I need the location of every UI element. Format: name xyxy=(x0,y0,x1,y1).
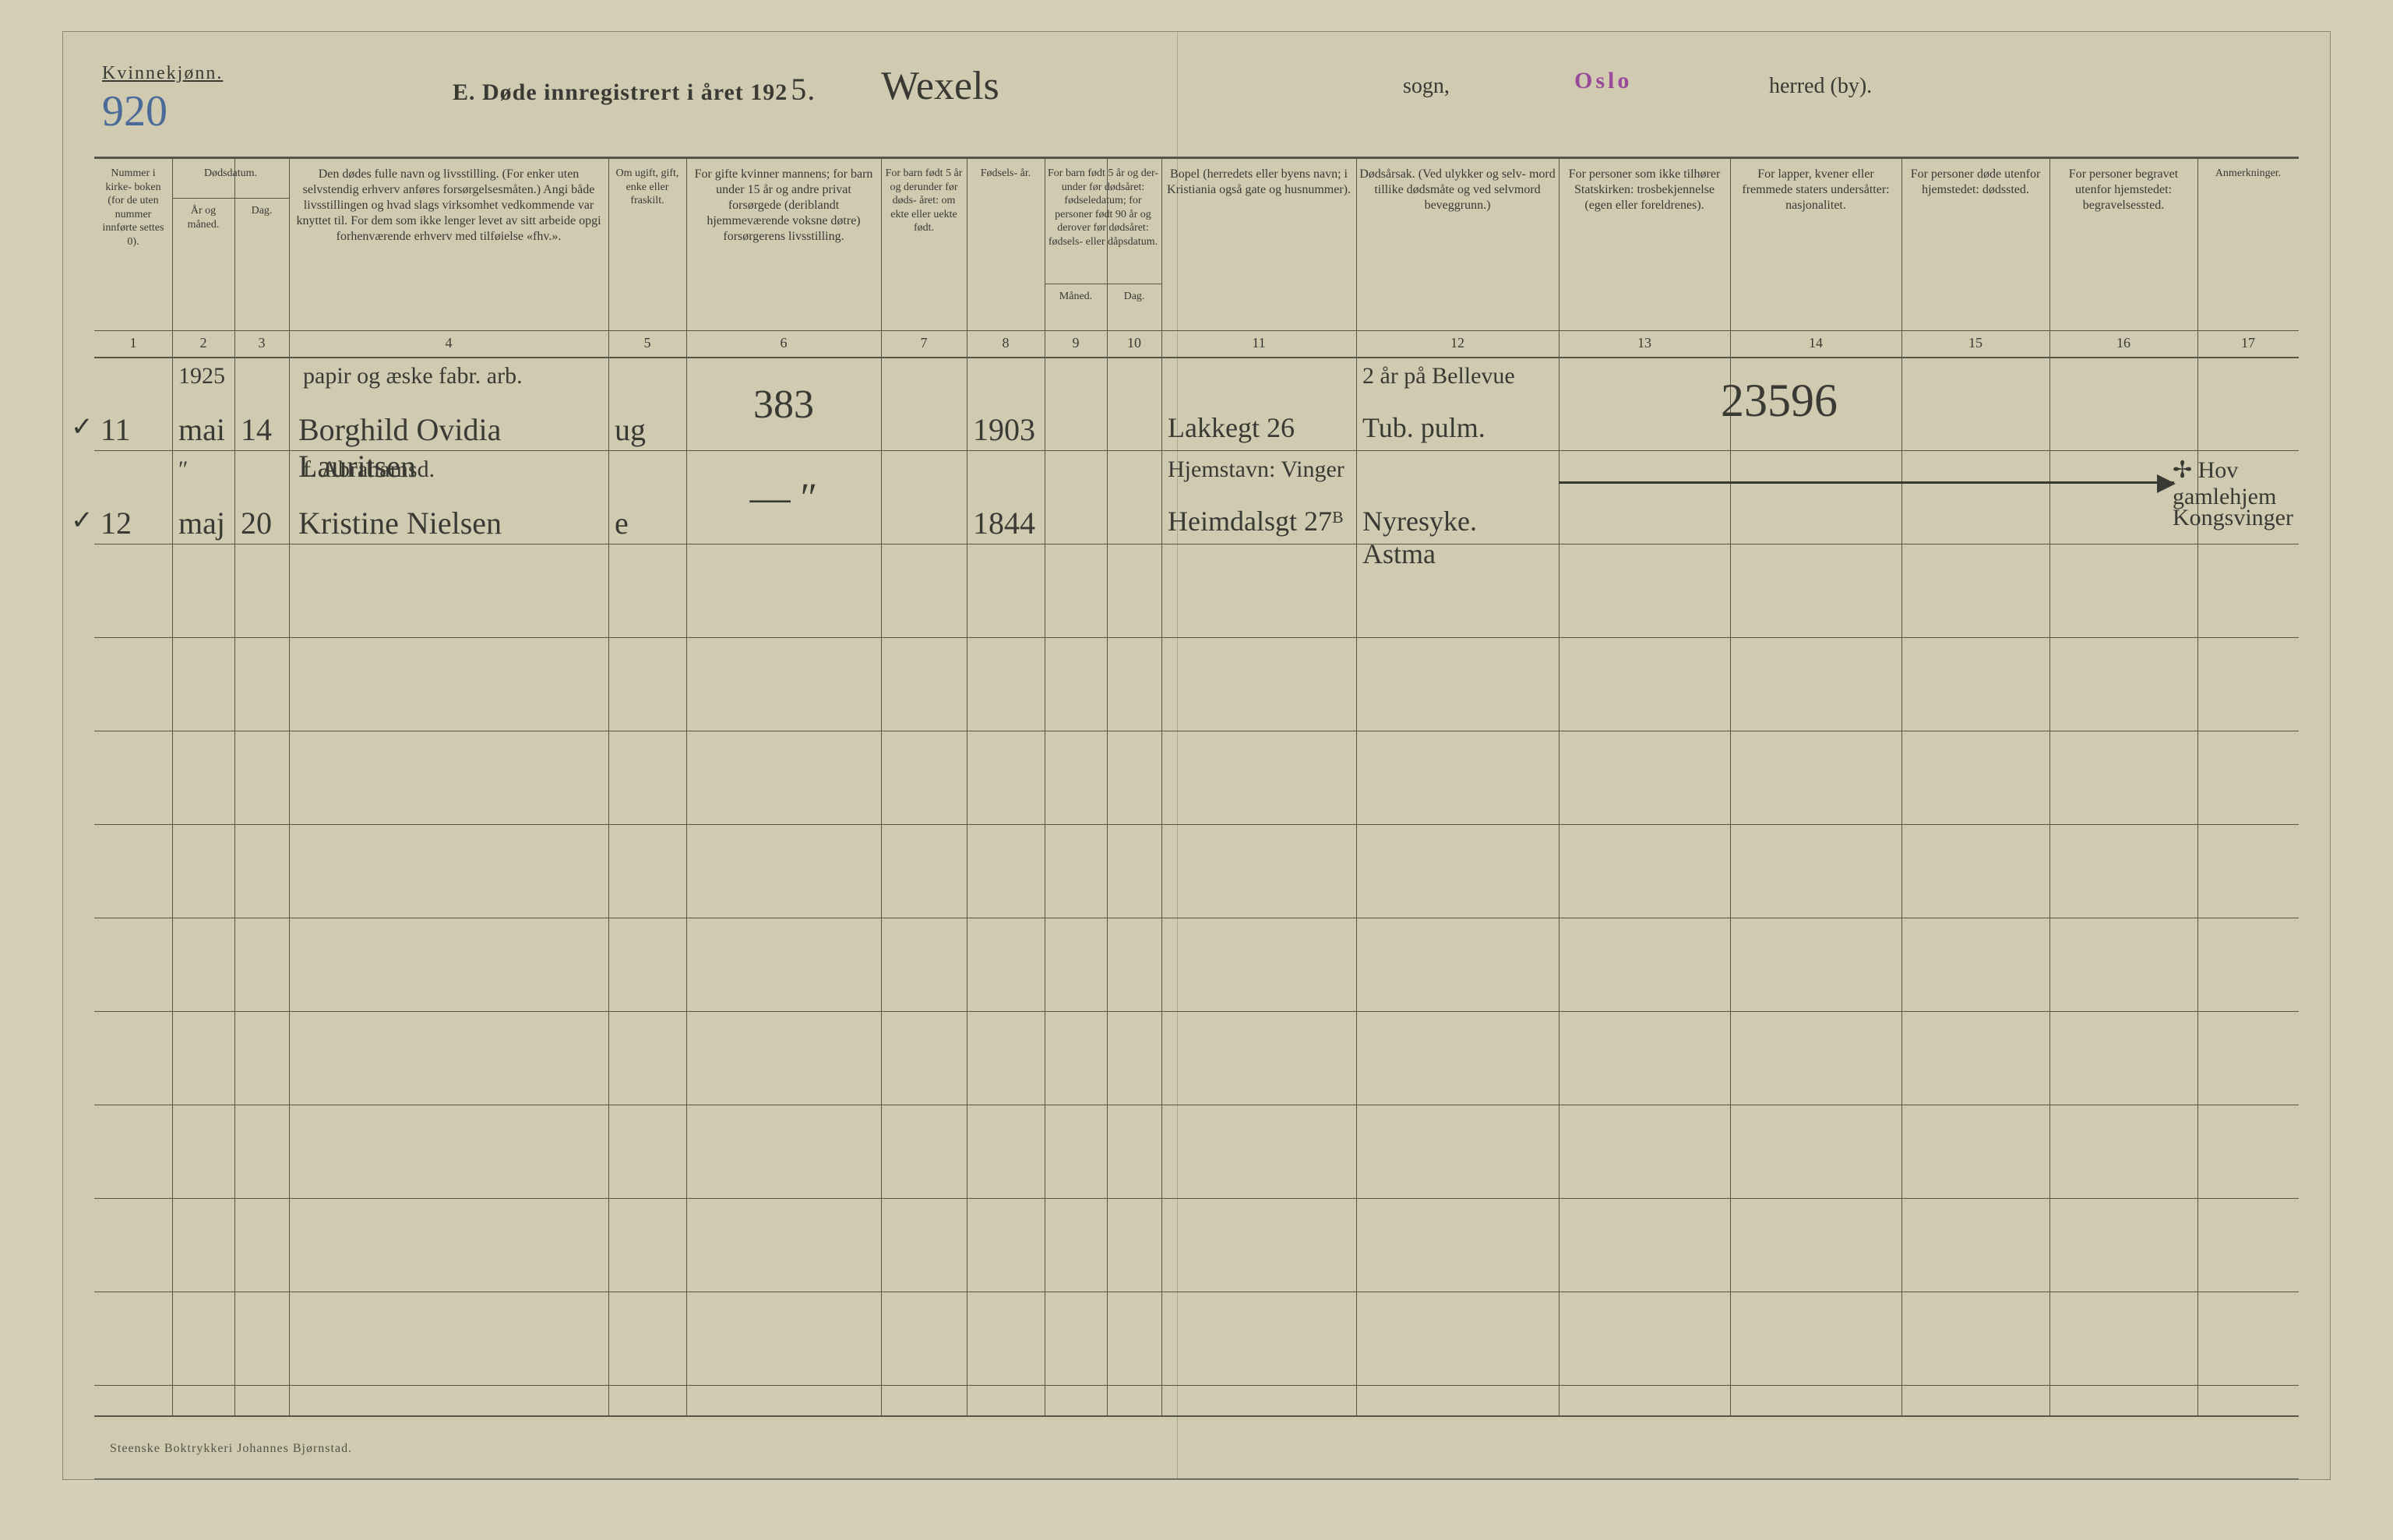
sogn-handwritten: Wexels xyxy=(881,63,999,109)
col-number: 11 xyxy=(1161,335,1356,351)
cell-c2a: mai xyxy=(172,410,234,449)
cell-c2a-top: ″ xyxy=(172,455,234,485)
cell-c4-top: papir og æske fabr. arb. xyxy=(297,361,616,391)
col-number: 1 xyxy=(94,335,172,351)
col-header: Bopel (herredets eller byens navn; i Kri… xyxy=(1161,164,1356,327)
sogn-label: sogn, xyxy=(1403,74,1450,99)
cell-c8: 1844 xyxy=(967,503,1045,543)
col-number: 8 xyxy=(967,335,1045,351)
col-number: 12 xyxy=(1356,335,1559,351)
col-header: For personer som ikke tilhører Statskirk… xyxy=(1559,164,1730,327)
col-header: Nummer i kirke- boken (for de uten numme… xyxy=(94,164,172,327)
col-number: 4 xyxy=(289,335,608,351)
row-tick: ✓ xyxy=(71,411,93,442)
cell-c11-top: Hjemstavn: Vinger xyxy=(1161,455,1356,485)
cell-c11: Lakkegt 26 xyxy=(1161,410,1356,446)
col-header: År og måned. xyxy=(172,201,234,327)
col-header: Dag. xyxy=(234,201,289,327)
row-line xyxy=(94,1011,2299,1012)
col-header: Dag. xyxy=(1107,287,1161,327)
cell-c5: e xyxy=(608,503,686,543)
herred-handwritten: Oslo xyxy=(1574,68,1632,94)
printer-footer: Steenske Boktrykkeri Johannes Bjørnstad. xyxy=(110,1442,352,1456)
col-number: 7 xyxy=(881,335,967,351)
col-number: 13 xyxy=(1559,335,1730,351)
title-main: Døde innregistrert i året 192 xyxy=(482,79,788,105)
cell-c8: 1903 xyxy=(967,410,1045,449)
col-header: Måned. xyxy=(1045,287,1107,327)
col-number: 9 xyxy=(1045,335,1107,351)
cell-c12: Tub. pulm. xyxy=(1356,410,1559,446)
page: Kvinnekjønn. 920 E. Døde innregistrert i… xyxy=(62,31,2331,1480)
cell-c4-top: f. Abrahamsd. xyxy=(297,455,616,485)
col-header: For personer begravet utenfor hjemstedet… xyxy=(2049,164,2197,327)
col-number: 15 xyxy=(1901,335,2049,351)
arrow xyxy=(1559,481,2174,484)
cell-c12-top: 2 år på Bellevue xyxy=(1356,361,1559,391)
col-header: Anmerkninger. xyxy=(2197,164,2299,327)
cell-c11: Heimdalsgt 27ᴮ xyxy=(1161,503,1356,539)
cell-c6: — ″ xyxy=(686,474,881,523)
cell-c1: 11 xyxy=(94,410,172,449)
col-header: For lapper, kvener eller fremmede stater… xyxy=(1730,164,1901,327)
col-number: 2 xyxy=(172,335,234,351)
col-number: 5 xyxy=(608,335,686,351)
cell-c1: 12 xyxy=(94,503,172,543)
col-number: 6 xyxy=(686,335,881,351)
cell-c17: Kongsvinger xyxy=(2166,503,2322,533)
register-table: Dødsdatum. For barn født 5 år og der- und… xyxy=(94,157,2299,1417)
col-header-group: Dødsdatum. xyxy=(172,164,289,195)
row-line xyxy=(94,1198,2299,1199)
title: E. Døde innregistrert i året 1925. xyxy=(453,71,816,107)
col-header: Dødsårsak. (Ved ulykker og selv- mord ti… xyxy=(1356,164,1559,327)
page-number: 920 xyxy=(102,86,167,136)
col-number: 17 xyxy=(2197,335,2299,351)
header: Kvinnekjønn. 920 E. Døde innregistrert i… xyxy=(94,63,2299,133)
col-header: For gifte kvinner mannens; for barn unde… xyxy=(686,164,881,327)
row-line xyxy=(94,330,2299,331)
row-tick: ✓ xyxy=(71,505,93,536)
col-header: For barn født 5 år og derunder før døds-… xyxy=(881,164,967,327)
row-line xyxy=(94,1478,2299,1479)
col-header: For personer døde utenfor hjemstedet: dø… xyxy=(1901,164,2049,327)
col-header: Om ugift, gift, enke eller fraskilt. xyxy=(608,164,686,327)
cell-c14: 23596 xyxy=(1715,372,1933,429)
row-line xyxy=(172,198,289,199)
col-number: 14 xyxy=(1730,335,1901,351)
cell-c4: Kristine Nielsen xyxy=(292,503,611,543)
cell-c6: 383 xyxy=(686,380,881,429)
col-line xyxy=(234,198,235,1415)
cell-c2b: 20 xyxy=(234,503,289,543)
col-number: 3 xyxy=(234,335,289,351)
col-number: 16 xyxy=(2049,335,2197,351)
row-line xyxy=(94,1385,2299,1386)
row-line xyxy=(94,824,2299,825)
row-line xyxy=(94,357,2299,358)
cell-c5: ug xyxy=(608,410,686,449)
cell-c2a-top: 1925 xyxy=(172,361,234,391)
col-line xyxy=(1107,284,1108,1415)
cell-c2a: maj xyxy=(172,503,234,543)
col-header: Fødsels- år. xyxy=(967,164,1045,327)
cell-c2b: 14 xyxy=(234,410,289,449)
col-header: Den dødes fulle navn og livsstilling. (F… xyxy=(289,164,608,327)
year-suffix: 5. xyxy=(791,72,816,107)
cell-c12: Nyresyke. Astma xyxy=(1356,503,1559,572)
gender-label: Kvinnekjønn. xyxy=(102,63,223,84)
herred-label: herred (by). xyxy=(1769,74,1872,99)
col-number: 10 xyxy=(1107,335,1161,351)
title-prefix: E. xyxy=(453,79,476,105)
col-header-group: For barn født 5 år og der- under før død… xyxy=(1045,164,1161,280)
row-line xyxy=(94,637,2299,638)
